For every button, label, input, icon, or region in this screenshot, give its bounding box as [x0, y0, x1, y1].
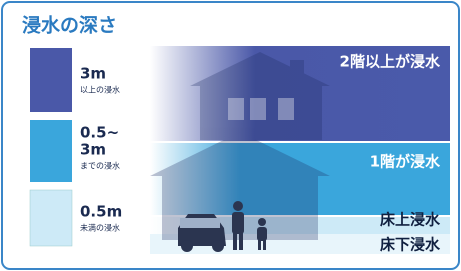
title: 浸水の深さ	[22, 14, 117, 37]
legend-swatch	[30, 120, 72, 182]
zone-label: 2階以上が浸水	[340, 53, 441, 71]
zone-label: 床下浸水	[380, 236, 441, 254]
legend-note: までの浸水	[80, 161, 120, 171]
windows	[228, 98, 294, 120]
legend-note: 以上の浸水	[80, 85, 120, 95]
zone-label: 1階が浸水	[370, 153, 441, 171]
legend-depth: 3m	[80, 65, 106, 83]
legend-depth: 0.5~	[80, 124, 119, 142]
legend-swatch	[30, 190, 72, 246]
legend-depth: 3m	[80, 141, 106, 159]
infographic: 浸水の深さ 3m 以上の浸水 0.5~ 3m までの浸水 0.5m 未満の浸水 …	[0, 0, 461, 271]
car-window	[180, 218, 220, 228]
zone-label: 床上浸水	[380, 211, 441, 229]
legend-note: 未満の浸水	[80, 223, 120, 233]
legend-depth: 0.5m	[80, 203, 122, 221]
legend-swatch	[30, 48, 72, 112]
